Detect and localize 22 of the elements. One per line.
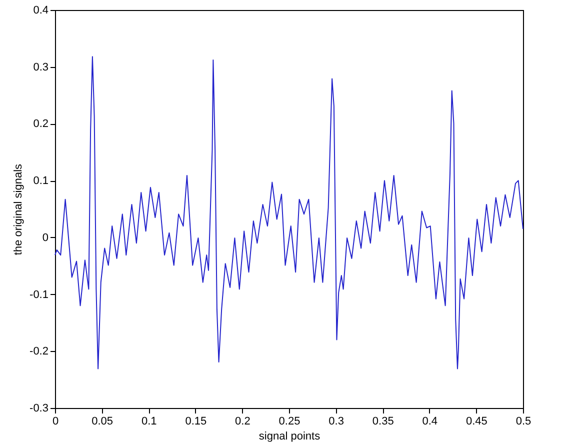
y-tick-label: -0.1 xyxy=(30,288,48,301)
y-tick-label: 0.4 xyxy=(33,4,48,16)
x-tick-label: 0.25 xyxy=(278,416,300,428)
y-axis-title: the original signals xyxy=(12,163,25,256)
x-axis-title: signal points xyxy=(258,430,321,442)
x-tick-label: 0.4 xyxy=(422,416,438,428)
x-tick-label: 0.1 xyxy=(141,416,157,428)
x-tick-label: 0 xyxy=(52,416,59,428)
line-series xyxy=(54,56,524,370)
x-tick-label: 0.45 xyxy=(466,416,488,428)
x-tick-label: 0.05 xyxy=(92,416,114,428)
x-tick-label: 0.2 xyxy=(235,416,250,428)
x-tick-label: 0.3 xyxy=(328,416,344,428)
y-tick-label: 0.1 xyxy=(33,175,48,188)
y-tick-label: 0.3 xyxy=(33,61,48,74)
x-tick-label: 0.5 xyxy=(516,416,532,428)
x-tick-label: 0.15 xyxy=(185,416,207,428)
y-tick-label: 0 xyxy=(42,232,48,244)
y-tick-label: 0.2 xyxy=(33,118,48,130)
x-tick-label: 0.35 xyxy=(372,416,394,428)
y-tick-label: -0.2 xyxy=(30,346,48,358)
y-tick-label: -0.3 xyxy=(30,402,48,414)
